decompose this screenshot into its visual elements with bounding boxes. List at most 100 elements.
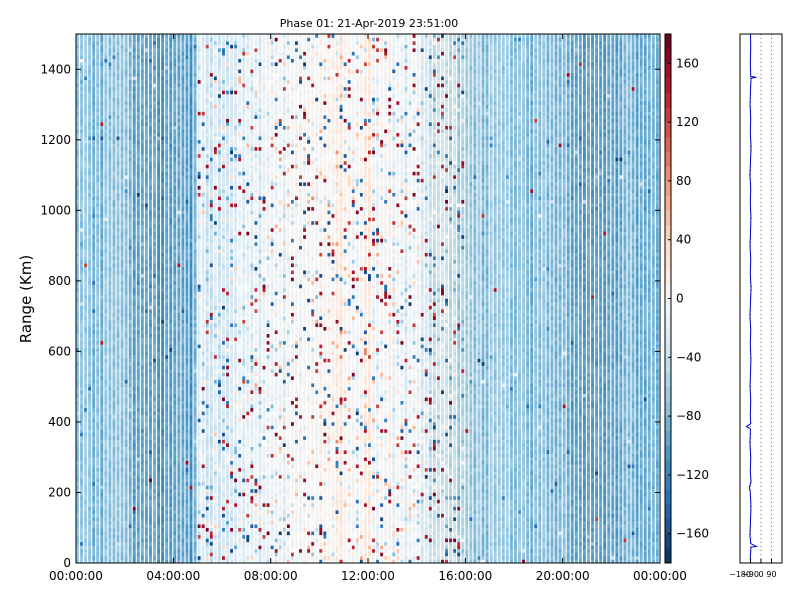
- heatmap-cell: [88, 404, 91, 408]
- heatmap-cell: [88, 270, 91, 274]
- heatmap-cell: [100, 461, 103, 465]
- heatmap-cell: [104, 376, 107, 380]
- heatmap-cell: [92, 288, 95, 292]
- heatmap-cell: [92, 133, 95, 137]
- heatmap-cell: [108, 528, 111, 532]
- heatmap-cell: [113, 108, 116, 112]
- heatmap-cell: [88, 299, 91, 303]
- heatmap-cell: [88, 397, 91, 401]
- heatmap-cell: [108, 302, 111, 306]
- heatmap-cell: [117, 147, 120, 151]
- heatmap-cell: [80, 182, 83, 186]
- heatmap-cell: [96, 383, 99, 387]
- heatmap-cell: [96, 55, 99, 59]
- heatmap-cell: [104, 126, 107, 130]
- heatmap-cell: [108, 90, 111, 94]
- heatmap-cell: [117, 112, 120, 116]
- heatmap-cell: [92, 397, 95, 401]
- heatmap-cell: [80, 478, 83, 482]
- heatmap-cell: [100, 136, 103, 140]
- heatmap-cell: [92, 337, 95, 341]
- heatmap-cell: [121, 344, 124, 348]
- heatmap-cell: [92, 468, 95, 472]
- heatmap-cell: [104, 475, 107, 479]
- heatmap-cell: [80, 517, 83, 521]
- heatmap-cell: [121, 496, 124, 500]
- heatmap-cell: [121, 277, 124, 281]
- heatmap-cell: [84, 90, 87, 94]
- heatmap-cell: [100, 337, 103, 341]
- heatmap-cell: [100, 217, 103, 221]
- heatmap-cell: [100, 556, 103, 560]
- heatmap-cell: [88, 45, 91, 49]
- heatmap-cell: [108, 41, 111, 45]
- heatmap-cell: [100, 140, 103, 144]
- heatmap-cell: [113, 115, 116, 119]
- heatmap-cell: [121, 228, 124, 232]
- heatmap-cell: [108, 277, 111, 281]
- heatmap-cell: [96, 309, 99, 313]
- heatmap-cell: [117, 552, 120, 556]
- heatmap-cell: [104, 214, 107, 218]
- heatmap-cell: [80, 133, 83, 137]
- heatmap-cell: [96, 214, 99, 218]
- heatmap-cell: [92, 101, 95, 105]
- heatmap-cell: [113, 369, 116, 373]
- heatmap-cell: [121, 263, 124, 267]
- heatmap-cell: [92, 355, 95, 359]
- heatmap-cell: [100, 408, 103, 412]
- heatmap-cell: [100, 517, 103, 521]
- heatmap-cell: [108, 415, 111, 419]
- heatmap-cell: [88, 383, 91, 387]
- heatmap-cell: [80, 299, 83, 303]
- heatmap-cell: [84, 161, 87, 165]
- heatmap-cell: [121, 260, 124, 264]
- heatmap-cell: [80, 274, 83, 278]
- heatmap-cell: [113, 221, 116, 225]
- heatmap-cell: [113, 383, 116, 387]
- heatmap-cell: [96, 263, 99, 267]
- heatmap-cell: [96, 140, 99, 144]
- heatmap-cell: [100, 348, 103, 352]
- heatmap-cell: [92, 94, 95, 98]
- heatmap-cell: [92, 418, 95, 422]
- heatmap-cell: [96, 228, 99, 232]
- heatmap-cell: [80, 38, 83, 42]
- heatmap-cell: [113, 295, 116, 299]
- heatmap-cell: [84, 443, 87, 447]
- heatmap-cell: [96, 376, 99, 380]
- heatmap-cell: [96, 260, 99, 264]
- heatmap-cell: [117, 249, 120, 253]
- heatmap-cell: [117, 196, 120, 200]
- heatmap-cell: [121, 538, 124, 542]
- heatmap-cell: [100, 323, 103, 327]
- heatmap-cell: [113, 341, 116, 345]
- heatmap-cell: [108, 242, 111, 246]
- heatmap-cell: [88, 242, 91, 246]
- heatmap-cell: [96, 172, 99, 176]
- heatmap-cell: [117, 172, 120, 176]
- heatmap-cell: [80, 344, 83, 348]
- heatmap-cell: [113, 440, 116, 444]
- heatmap-cell: [92, 482, 95, 486]
- heatmap-cell: [113, 517, 116, 521]
- heatmap-cell: [117, 228, 120, 232]
- heatmap-cell: [108, 119, 111, 123]
- heatmap-cell: [92, 189, 95, 193]
- heatmap-cell: [100, 545, 103, 549]
- heatmap-cell: [117, 80, 120, 84]
- heatmap-cell: [92, 429, 95, 433]
- heatmap-cell: [92, 373, 95, 377]
- heatmap-cell: [113, 415, 116, 419]
- heatmap-cell: [84, 119, 87, 123]
- heatmap-cell: [88, 471, 91, 475]
- heatmap-cell: [92, 461, 95, 465]
- heatmap-cell: [108, 164, 111, 168]
- heatmap-cell: [88, 66, 91, 70]
- heatmap-cell: [104, 277, 107, 281]
- heatmap-cell: [100, 34, 103, 38]
- heatmap-cell: [80, 542, 83, 546]
- heatmap-cell: [84, 397, 87, 401]
- heatmap-cell: [104, 362, 107, 366]
- heatmap-cell: [104, 115, 107, 119]
